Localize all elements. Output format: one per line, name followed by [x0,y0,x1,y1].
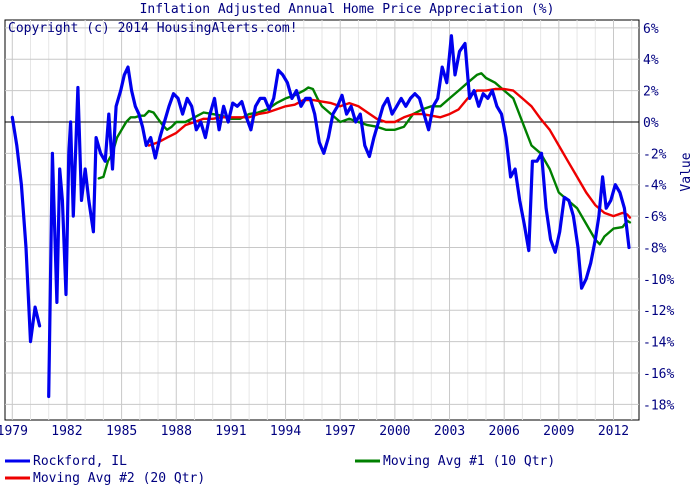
x-tick-label: 1991 [215,424,246,439]
axis-layer: 1979 1982 1985 1988 1991 1994 1997 2000 2003 2006… [0,22,674,439]
legend-item-moving-avg-2: Moving Avg #2 (20 Qtr) [5,471,205,486]
x-tick-label: 2009 [543,424,574,439]
copyright-annotation: Copyright (c) 2014 HousingAlerts.com! [8,21,298,36]
y-tick-label: 4% [643,53,659,68]
x-tick-label: 1988 [161,424,192,439]
x-tick-label: 1985 [106,424,137,439]
legend: Rockford, IL Moving Avg #1 (10 Qtr) Movi… [5,454,555,486]
legend-label-rockford: Rockford, IL [33,454,127,469]
y-tick-label: 0% [643,116,659,131]
y-tick-label: -16% [643,367,674,382]
legend-label-moving-avg-2: Moving Avg #2 (20 Qtr) [33,471,205,486]
y-tick-label: -4% [643,179,667,194]
x-tick-label: 1982 [51,424,82,439]
y-tick-label: -2% [643,147,667,162]
y-tick-label: 2% [643,85,659,100]
x-tick-label: 2000 [379,424,410,439]
x-tick-label: 1994 [270,424,301,439]
y-tick-label: -18% [643,398,674,413]
x-tick-label: 2006 [489,424,520,439]
series-layer [10,34,632,399]
chart-title: Inflation Adjusted Annual Home Price App… [140,2,555,17]
y-tick-label: -12% [643,304,674,319]
y-tick-label: -6% [643,210,667,225]
x-tick-label: 2012 [598,424,629,439]
legend-item-rockford: Rockford, IL [5,454,127,469]
y-tick-label: -8% [643,241,667,256]
legend-label-moving-avg-1: Moving Avg #1 (10 Qtr) [383,454,555,469]
legend-item-moving-avg-1: Moving Avg #1 (10 Qtr) [355,454,555,469]
x-tick-label: 2003 [434,424,465,439]
y-tick-label: 6% [643,22,659,37]
y-axis-label: Value [679,152,694,191]
y-tick-label: -14% [643,336,674,351]
series-line-rockford-il [10,34,631,399]
x-tick-label: 1979 [0,424,28,439]
gridlines [5,20,639,420]
x-tick-label: 1997 [325,424,356,439]
y-tick-label: -10% [643,273,674,288]
